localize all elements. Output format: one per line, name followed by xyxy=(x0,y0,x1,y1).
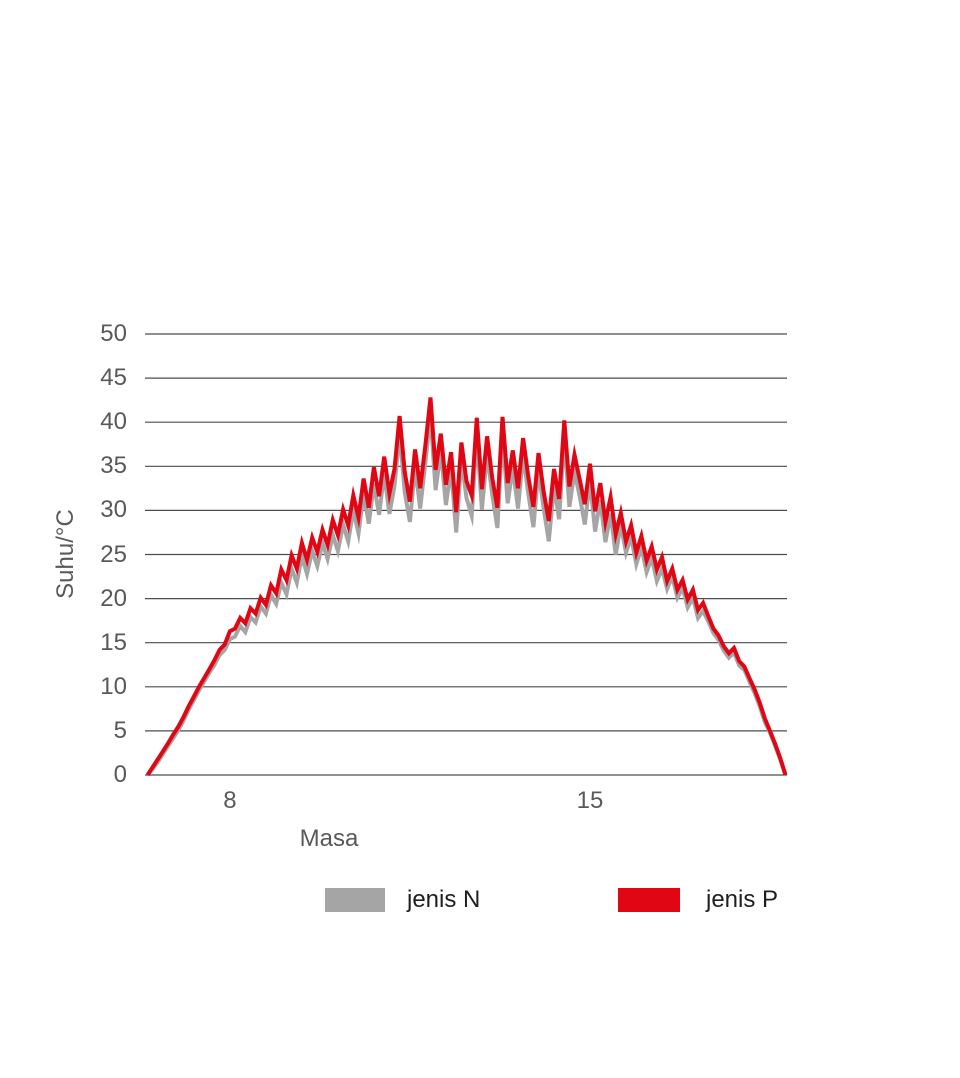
legend-swatch-jenis-p xyxy=(618,888,680,912)
y-tick-label: 45 xyxy=(100,364,127,392)
y-tick-label: 25 xyxy=(100,540,127,568)
y-tick-label: 40 xyxy=(100,408,127,436)
y-tick-label: 5 xyxy=(113,716,127,744)
x-tick-label: 15 xyxy=(576,787,604,814)
legend-item-jenis-p: jenis P xyxy=(618,886,779,913)
y-tick-label: 0 xyxy=(113,761,127,788)
y-tick-label: 10 xyxy=(100,672,127,700)
y-axis-title: Suhu/°C xyxy=(52,509,79,599)
x-tick-label: 8 xyxy=(223,787,237,814)
x-axis-title: Masa xyxy=(299,825,359,852)
legend-label-jenis-p: jenis P xyxy=(706,886,779,913)
legend-swatch-jenis-n xyxy=(325,888,385,912)
y-tick-label: 50 xyxy=(100,320,127,347)
y-tick-label: 35 xyxy=(100,452,127,480)
y-tick-label: 30 xyxy=(100,496,127,524)
y-tick-label: 20 xyxy=(100,584,127,612)
y-tick-label: 15 xyxy=(100,628,127,656)
legend-item-jenis-n: jenis N xyxy=(325,886,481,913)
series-line-jenis-n xyxy=(146,414,788,777)
legend-label-jenis-n: jenis N xyxy=(407,886,481,913)
series-line-jenis-p xyxy=(145,397,788,777)
